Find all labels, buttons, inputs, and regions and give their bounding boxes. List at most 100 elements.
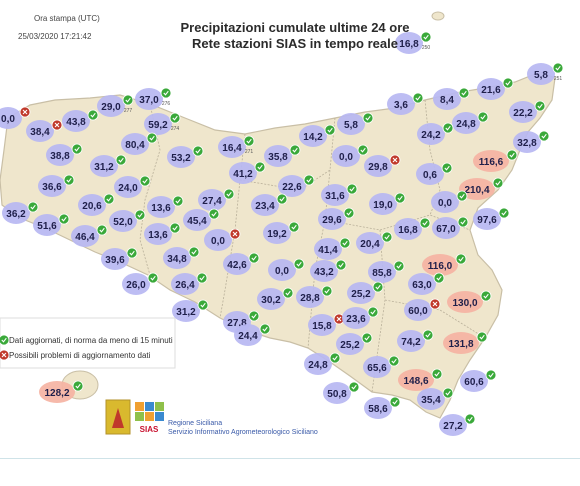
status-marker[interactable]: [126, 247, 138, 259]
status-marker[interactable]: [63, 174, 75, 186]
status-marker[interactable]: [289, 144, 301, 156]
status-marker[interactable]: [254, 161, 266, 173]
status-marker[interactable]: [476, 331, 488, 343]
station-31[interactable]: 31,6: [321, 183, 358, 206]
status-marker[interactable]: [485, 369, 497, 381]
station-60[interactable]: 26,0: [122, 272, 159, 295]
legend-ok-marker[interactable]: [0, 334, 10, 346]
status-marker[interactable]: [27, 201, 39, 213]
station-54[interactable]: 34,8: [163, 246, 200, 269]
status-marker[interactable]: [420, 31, 432, 43]
status-marker[interactable]: [480, 290, 492, 302]
station-39[interactable]: 36,2: [2, 201, 39, 224]
station-44[interactable]: 97,6: [473, 207, 510, 230]
status-marker[interactable]: [534, 100, 546, 112]
station-35[interactable]: 27,4: [198, 188, 235, 211]
status-marker[interactable]: [458, 87, 470, 99]
status-marker[interactable]: [433, 272, 445, 284]
status-marker[interactable]: [477, 111, 489, 123]
status-marker[interactable]: [339, 237, 351, 249]
station-78[interactable]: 128,2: [39, 380, 84, 403]
status-marker[interactable]: [419, 217, 431, 229]
station-7[interactable]: 59,2 274: [144, 112, 181, 135]
status-marker[interactable]: [51, 119, 63, 131]
station-9[interactable]: 8,4: [433, 87, 470, 110]
status-marker[interactable]: [248, 252, 260, 264]
station-80[interactable]: 60,6: [460, 369, 497, 392]
station-77[interactable]: 65,6: [363, 355, 400, 378]
station-46[interactable]: 13,6: [144, 222, 181, 245]
status-marker[interactable]: [196, 272, 208, 284]
station-50[interactable]: 0,0: [204, 228, 241, 251]
station-0[interactable]: 16,8 250: [395, 31, 432, 54]
station-30[interactable]: 22,6: [278, 174, 315, 197]
status-marker[interactable]: [282, 287, 294, 299]
status-marker[interactable]: [146, 132, 158, 144]
status-marker[interactable]: [441, 162, 453, 174]
station-20[interactable]: 16,4 271: [218, 135, 255, 158]
status-marker[interactable]: [362, 112, 374, 124]
station-68[interactable]: 60,0: [404, 298, 441, 321]
station-36[interactable]: 23,4: [251, 193, 288, 216]
status-marker[interactable]: [394, 192, 406, 204]
station-27[interactable]: 0,6: [416, 162, 453, 185]
station-72[interactable]: 24,4: [234, 323, 271, 346]
station-41[interactable]: 52,0: [109, 209, 146, 232]
station-12[interactable]: 24,8: [452, 111, 489, 134]
status-marker[interactable]: [335, 259, 347, 271]
status-marker[interactable]: [172, 195, 184, 207]
status-marker[interactable]: [381, 231, 393, 243]
station-84[interactable]: 27,2: [439, 413, 476, 436]
station-79[interactable]: 148,6: [398, 368, 443, 391]
station-25[interactable]: 31,2: [90, 154, 127, 177]
status-marker[interactable]: [324, 124, 336, 136]
status-marker[interactable]: [208, 208, 220, 220]
station-83[interactable]: 35,4: [417, 387, 454, 410]
status-marker[interactable]: [229, 228, 241, 240]
status-marker[interactable]: [139, 175, 151, 187]
status-marker[interactable]: [276, 193, 288, 205]
station-56[interactable]: 0,0: [268, 258, 305, 281]
station-71[interactable]: 23,6: [342, 306, 379, 329]
station-4[interactable]: 0,0: [0, 106, 31, 129]
status-marker[interactable]: [160, 87, 172, 99]
station-52[interactable]: 41,4: [314, 237, 351, 260]
status-marker[interactable]: [498, 207, 510, 219]
station-53[interactable]: 39,6: [101, 247, 138, 270]
station-81[interactable]: 50,8: [323, 381, 360, 404]
status-marker[interactable]: [348, 381, 360, 393]
status-marker[interactable]: [372, 281, 384, 293]
status-marker[interactable]: [506, 149, 518, 161]
station-58[interactable]: 85,8: [368, 260, 405, 283]
station-32[interactable]: 210,4: [459, 177, 504, 200]
status-marker[interactable]: [389, 396, 401, 408]
station-59[interactable]: 116,0: [422, 253, 467, 276]
station-67[interactable]: 28,8: [296, 285, 333, 308]
station-15[interactable]: 14,2: [299, 124, 336, 147]
station-19[interactable]: 53,2: [167, 145, 204, 168]
status-marker[interactable]: [431, 368, 443, 380]
station-34[interactable]: 13,6: [147, 195, 184, 218]
status-marker[interactable]: [169, 222, 181, 234]
station-10[interactable]: 21,6: [477, 77, 514, 100]
status-marker[interactable]: [412, 92, 424, 104]
station-21[interactable]: 35,8: [264, 144, 301, 167]
station-82[interactable]: 58,6: [364, 396, 401, 419]
station-70[interactable]: 15,8: [308, 313, 345, 336]
station-22[interactable]: 0,0: [332, 144, 369, 167]
status-marker[interactable]: [188, 246, 200, 258]
status-marker[interactable]: [259, 323, 271, 335]
station-33[interactable]: 20,6: [78, 193, 115, 216]
status-marker[interactable]: [169, 112, 181, 124]
status-marker[interactable]: [303, 174, 315, 186]
status-marker[interactable]: [429, 298, 441, 310]
status-marker[interactable]: [87, 109, 99, 121]
station-63[interactable]: 25,2: [347, 281, 384, 304]
status-marker[interactable]: [464, 413, 476, 425]
station-13[interactable]: 24,2: [417, 122, 454, 145]
station-18[interactable]: 80,4: [121, 132, 158, 155]
station-26[interactable]: 41,2: [229, 161, 266, 184]
station-40[interactable]: 51,6: [33, 213, 70, 236]
station-57[interactable]: 43,2: [310, 259, 347, 282]
station-48[interactable]: 16,8: [394, 217, 431, 240]
